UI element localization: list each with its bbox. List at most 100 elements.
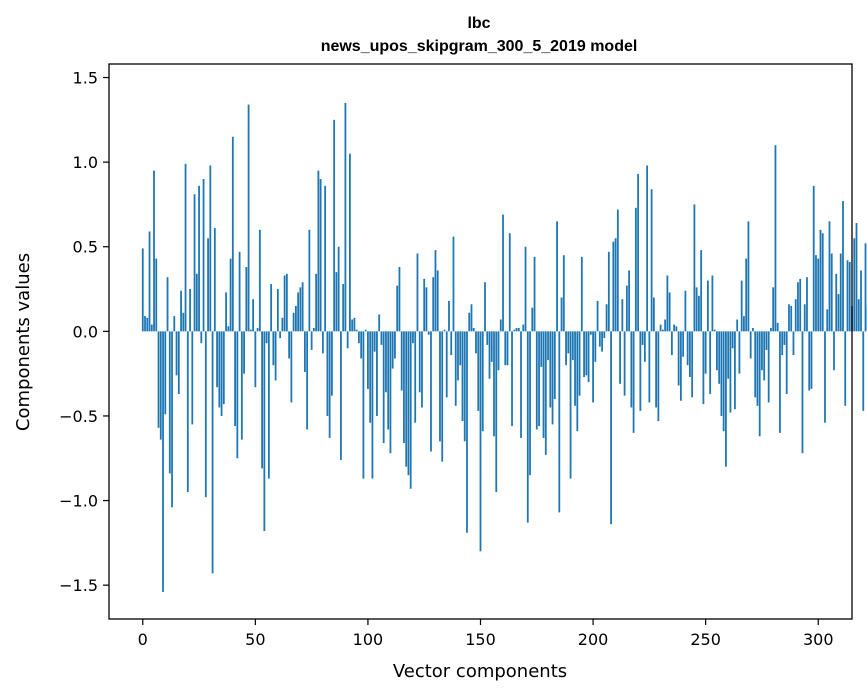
bar-201 (594, 331, 597, 362)
bar-278 (767, 331, 770, 403)
bar-320 (862, 331, 865, 411)
bar-291 (797, 282, 799, 332)
bar-52 (258, 229, 261, 332)
bar-243 (688, 331, 691, 378)
bar-210 (614, 238, 617, 332)
bar-202 (596, 300, 599, 332)
bar-281 (774, 145, 777, 332)
bar-254 (713, 329, 716, 332)
bar-35 (220, 331, 223, 416)
bar-18 (182, 312, 185, 332)
x-tick-label-100: 100 (353, 630, 384, 649)
bar-127 (427, 331, 430, 335)
bar-206 (605, 304, 608, 332)
bar-148 (475, 331, 477, 354)
bar-116 (403, 331, 405, 444)
bar-126 (425, 287, 428, 332)
bar-215 (625, 285, 628, 332)
bar-271 (752, 327, 754, 332)
bar-218 (632, 331, 635, 433)
bar-209 (612, 241, 615, 332)
bar-17 (180, 290, 182, 332)
bar-8 (159, 331, 162, 440)
bar-214 (623, 331, 626, 396)
bar-196 (583, 331, 585, 378)
bar-155 (490, 331, 493, 362)
bar-74 (308, 229, 311, 332)
bar-78 (317, 170, 320, 332)
bar-212 (619, 331, 621, 384)
bar-192 (574, 331, 576, 406)
bar-178 (542, 331, 545, 438)
bar-12 (168, 331, 171, 474)
bar-117 (405, 331, 408, 467)
bar-285 (783, 331, 786, 345)
bar-163 (508, 233, 511, 332)
bar-264 (736, 319, 739, 332)
bar-24 (195, 273, 198, 332)
bar-97 (360, 331, 363, 359)
bar-256 (718, 331, 721, 384)
bar-70 (299, 287, 302, 332)
bar-223 (643, 331, 646, 362)
bar-122 (416, 253, 419, 332)
bar-307 (833, 331, 835, 371)
bar-146 (470, 304, 473, 332)
bar-63 (283, 275, 286, 332)
bar-231 (661, 329, 664, 332)
bar-312 (844, 331, 847, 406)
bar-160 (502, 214, 504, 332)
bar-60 (276, 289, 279, 332)
bar-0 (141, 248, 144, 332)
y-axis-label: Components values (13, 253, 34, 431)
bar-26 (200, 331, 203, 344)
bar-177 (540, 331, 543, 367)
bar-309 (837, 294, 840, 332)
bar-302 (821, 233, 824, 332)
bar-36 (222, 331, 225, 405)
bar-66 (290, 331, 293, 403)
bar-311 (842, 201, 844, 332)
bar-85 (333, 119, 336, 332)
bar-297 (810, 331, 813, 389)
bar-263 (734, 331, 736, 410)
bar-79 (319, 179, 322, 332)
bar-274 (758, 331, 761, 437)
bar-241 (684, 290, 687, 332)
bar-239 (679, 331, 682, 401)
bar-184 (556, 221, 558, 332)
bar-53 (261, 331, 263, 469)
bar-310 (839, 253, 842, 332)
bar-318 (857, 299, 860, 332)
bar-80 (321, 331, 324, 354)
y-tick-label-3: 0.0 (73, 322, 98, 341)
y-tick-label-0: −1.5 (59, 576, 98, 595)
bar-299 (815, 255, 817, 332)
bar-58 (272, 331, 275, 366)
bar-71 (301, 282, 304, 332)
bar-64 (285, 273, 288, 332)
bar-86 (335, 272, 338, 332)
bar-4 (150, 324, 153, 332)
bar-197 (585, 331, 588, 376)
bar-10 (164, 331, 167, 415)
bar-174 (533, 256, 536, 332)
bar-6 (155, 258, 158, 332)
bar-121 (414, 331, 417, 423)
bar-109 (387, 331, 390, 430)
bar-316 (853, 238, 856, 332)
bar-51 (256, 327, 259, 332)
bar-140 (457, 331, 459, 381)
bar-101 (369, 331, 372, 423)
bar-250 (704, 331, 707, 374)
bar-275 (761, 331, 763, 371)
bar-95 (355, 329, 358, 332)
bar-83 (328, 331, 331, 438)
bar-265 (738, 331, 741, 374)
bar-136 (448, 300, 450, 332)
bar-179 (544, 331, 547, 455)
bar-217 (630, 331, 633, 408)
bar-47 (247, 104, 250, 332)
bar-227 (652, 297, 655, 332)
bar-50 (254, 331, 257, 388)
